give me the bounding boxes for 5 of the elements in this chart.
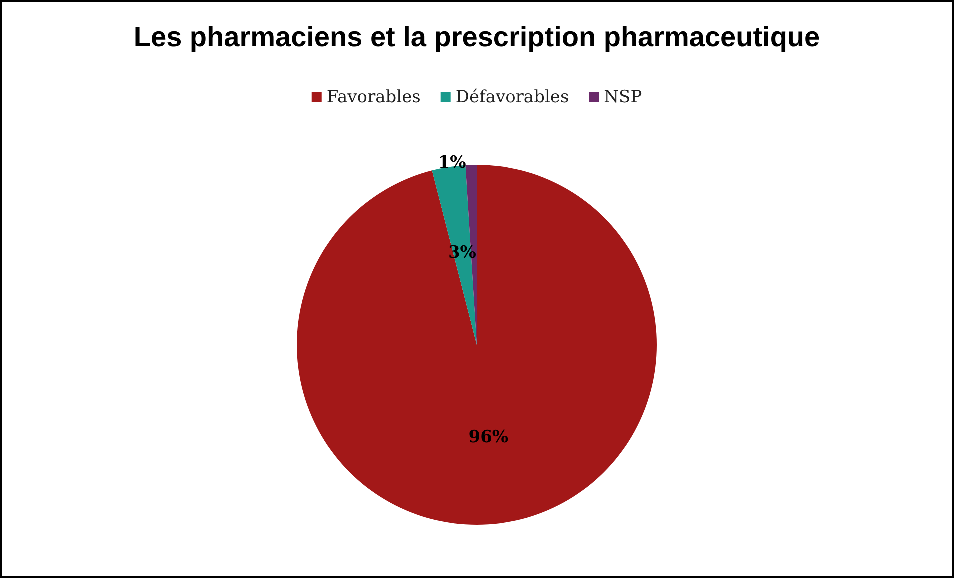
legend-label: Favorables [326,88,421,108]
chart-title: Les pharmaciens et la prescription pharmaceutique [134,22,820,52]
data-label: 96% [468,427,509,448]
legend-label: Défavorables [456,88,570,108]
legend-label: NSP [604,88,642,108]
